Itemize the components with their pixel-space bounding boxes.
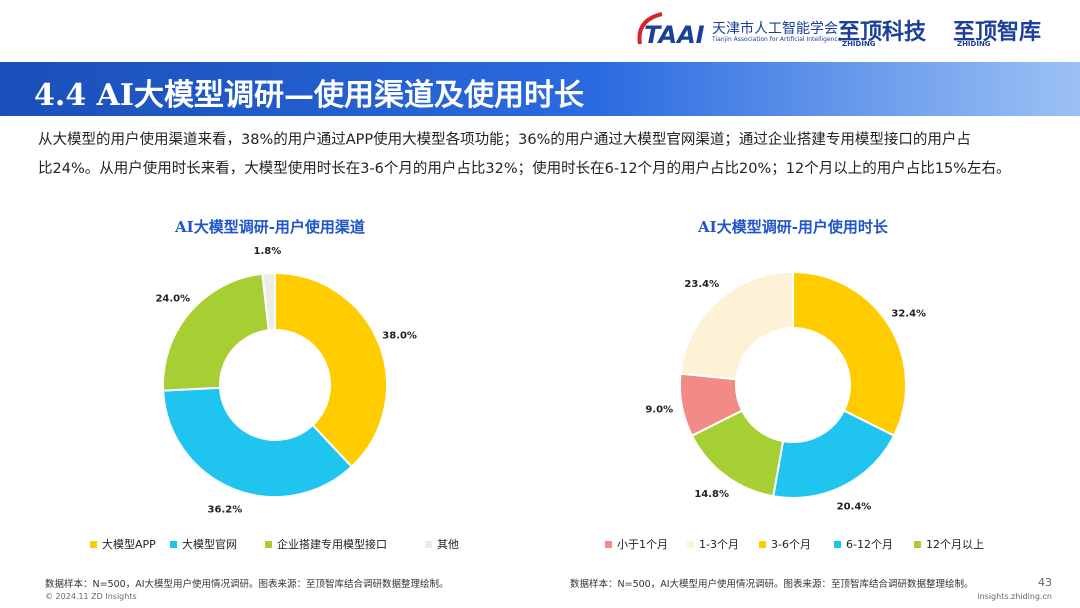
donut-segment [261,271,276,332]
legend-swatch [90,541,97,548]
value-label: 36.2% [208,504,243,515]
legend-label: 3-6个月 [771,538,811,551]
brand-en: ZHIDING [842,40,876,48]
summary-line: 从大模型的用户使用渠道来看，38%的用户通过APP使用大模型各项功能；36%的用… [38,132,971,148]
legend-label: 大模型APP [102,537,156,551]
donut-segment [679,270,794,381]
value-label: 32.4% [891,309,926,320]
copyright: © 2024.11 ZD Insights [45,592,137,601]
value-label: 1.8% [254,246,282,257]
logo-mark: TAAI [637,12,705,49]
legend-label: 12个月以上 [926,538,984,551]
site: insights.zhiding.cn [977,592,1052,601]
legend-label: 1-3个月 [699,538,739,551]
value-label: 24.0% [155,293,190,304]
legend-swatch [605,541,612,548]
page-number: 43 [1038,576,1052,589]
legend-label: 企业搭建专用模型接口 [277,537,387,551]
value-label: 20.4% [837,502,872,513]
legend-swatch [687,541,694,548]
legend-swatch [425,541,432,548]
value-label: 14.8% [694,489,729,500]
org-name-en: Tianjin Association for Artificial Intel… [712,36,842,43]
legend-label: 其他 [437,538,459,551]
summary-line: 比24%。从用户使用时长来看，大模型使用时长在3-6个月的用户占比32%；使用时… [38,161,1011,177]
value-label: 23.4% [684,279,719,290]
legend-swatch [914,541,921,548]
slide-title: 4.4 AI大模型调研—使用渠道及使用时长 [34,78,584,113]
donut-segment [162,386,354,498]
value-label: 38.0% [382,331,417,342]
charts: AI大模型调研-用户使用渠道 38.0% 36.2% 24.0% 1.8% 大模型APP 大… [90,218,984,551]
legend-swatch [265,541,272,548]
brand-en: ZHIDING [957,40,991,48]
brand: 至顶科技 [838,20,927,45]
legend-label: 6-12个月 [846,538,893,551]
svg-text:TAAI: TAAI [644,21,705,49]
value-label: 9.0% [645,405,673,416]
donut-segment [792,270,907,438]
donut-segment [162,272,270,392]
donut-segment [274,271,388,469]
source-note: 数据样本：N=500，AI大模型用户使用情况调研。图表来源：至顶智库结合调研数据… [570,579,974,590]
legend-swatch [834,541,841,548]
brand: 至顶智库 [953,20,1042,45]
source-note: 数据样本：N=500，AI大模型用户使用情况调研。图表来源：至顶智库结合调研数据… [45,579,449,590]
title-bar [0,62,1080,116]
chart-title: AI大模型调研-用户使用渠道 [174,218,365,236]
legend-label: 小于1个月 [617,538,668,551]
donut-segment [772,409,896,499]
chart-title: AI大模型调研-用户使用时长 [697,218,889,236]
legend-label: 大模型官网 [182,537,237,551]
legend-swatch [170,541,177,548]
legend-swatch [759,541,766,548]
org-name: 天津市人工智能学会 [712,21,838,37]
